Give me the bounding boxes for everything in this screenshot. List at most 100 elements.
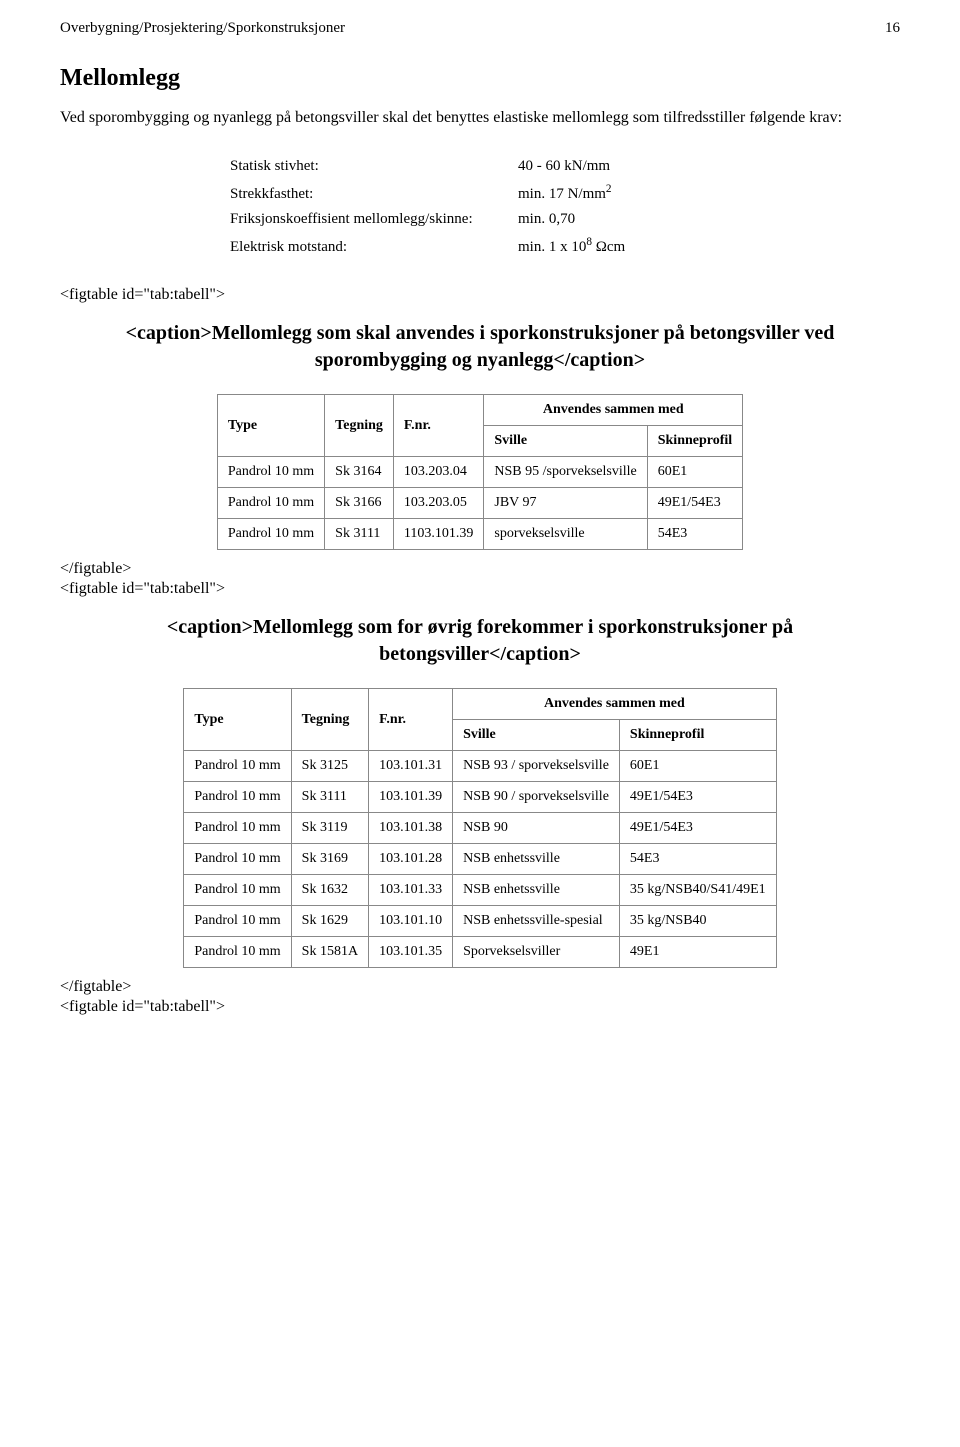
cell-tegning: Sk 3164 xyxy=(325,457,394,488)
table1-th-skinneprofil: Skinneprofil xyxy=(647,426,742,457)
table2-th-type: Type xyxy=(184,689,291,751)
cell-tegning: Sk 1629 xyxy=(291,906,368,937)
spec-row: Strekkfasthet:min. 17 N/mm2 xyxy=(230,179,633,207)
spec-label: Friksjonskoeffisient mellomlegg/skinne: xyxy=(230,207,518,232)
cell-sville: NSB enhetssville xyxy=(453,875,620,906)
cell-tegning: Sk 1581A xyxy=(291,937,368,968)
cell-fnr: 103.101.28 xyxy=(369,844,453,875)
cell-type: Pandrol 10 mm xyxy=(184,844,291,875)
spec-value: min. 1 x 108 Ωcm xyxy=(518,232,633,260)
cell-fnr: 103.101.33 xyxy=(369,875,453,906)
cell-fnr: 1103.101.39 xyxy=(393,519,483,550)
cell-sville: NSB 93 / sporvekselsville xyxy=(453,751,620,782)
table1-th-sville: Sville xyxy=(484,426,647,457)
table-row: Pandrol 10 mmSk 3164103.203.04NSB 95 /sp… xyxy=(217,457,742,488)
cell-tegning: Sk 3111 xyxy=(325,519,394,550)
cell-skinneprofil: 49E1 xyxy=(619,937,776,968)
cell-tegning: Sk 3125 xyxy=(291,751,368,782)
cell-fnr: 103.203.05 xyxy=(393,488,483,519)
table-row: Pandrol 10 mmSk 31111103.101.39sporvekse… xyxy=(217,519,742,550)
cell-skinneprofil: 35 kg/NSB40 xyxy=(619,906,776,937)
table2-th-fnr: F.nr. xyxy=(369,689,453,751)
cell-type: Pandrol 10 mm xyxy=(217,457,324,488)
cell-fnr: 103.101.35 xyxy=(369,937,453,968)
cell-type: Pandrol 10 mm xyxy=(184,751,291,782)
cell-tegning: Sk 3119 xyxy=(291,813,368,844)
table2-th-skinneprofil: Skinneprofil xyxy=(619,720,776,751)
table2-th-sville: Sville xyxy=(453,720,620,751)
cell-fnr: 103.101.10 xyxy=(369,906,453,937)
figtable-open-3: <figtable id="tab:tabell"> xyxy=(60,998,900,1016)
cell-sville: sporvekselsville xyxy=(484,519,647,550)
header-left: Overbygning/Prosjektering/Sporkonstruksj… xyxy=(60,20,345,37)
cell-skinneprofil: 35 kg/NSB40/S41/49E1 xyxy=(619,875,776,906)
table1-th-anvendes: Anvendes sammen med xyxy=(484,395,743,426)
table2: Type Tegning F.nr. Anvendes sammen med S… xyxy=(183,688,776,968)
cell-skinneprofil: 49E1/54E3 xyxy=(647,488,742,519)
spec-row: Elektrisk motstand:min. 1 x 108 Ωcm xyxy=(230,232,633,260)
cell-skinneprofil: 60E1 xyxy=(619,751,776,782)
cell-sville: NSB enhetssville-spesial xyxy=(453,906,620,937)
table1-th-tegning: Tegning xyxy=(325,395,394,457)
table1-th-fnr: F.nr. xyxy=(393,395,483,457)
cell-type: Pandrol 10 mm xyxy=(184,906,291,937)
cell-sville: Sporvekselsviller xyxy=(453,937,620,968)
cell-fnr: 103.203.04 xyxy=(393,457,483,488)
spec-value: min. 17 N/mm2 xyxy=(518,179,633,207)
spec-label: Elektrisk motstand: xyxy=(230,232,518,260)
cell-type: Pandrol 10 mm xyxy=(184,813,291,844)
cell-sville: NSB enhetssville xyxy=(453,844,620,875)
cell-sville: NSB 95 /sporvekselsville xyxy=(484,457,647,488)
cell-fnr: 103.101.31 xyxy=(369,751,453,782)
cell-type: Pandrol 10 mm xyxy=(217,519,324,550)
table-row: Pandrol 10 mmSk 1632103.101.33NSB enhets… xyxy=(184,875,776,906)
cell-type: Pandrol 10 mm xyxy=(184,782,291,813)
table-row: Pandrol 10 mmSk 1581A103.101.35Sporvekse… xyxy=(184,937,776,968)
cell-skinneprofil: 49E1/54E3 xyxy=(619,813,776,844)
table-row: Pandrol 10 mmSk 3169103.101.28NSB enhets… xyxy=(184,844,776,875)
table2-th-anvendes: Anvendes sammen med xyxy=(453,689,777,720)
page: Overbygning/Prosjektering/Sporkonstruksj… xyxy=(0,0,960,1072)
figtable-close-1: </figtable> xyxy=(60,560,900,578)
table2-th-tegning: Tegning xyxy=(291,689,368,751)
table1-th-type: Type xyxy=(217,395,324,457)
page-header: Overbygning/Prosjektering/Sporkonstruksj… xyxy=(60,20,900,37)
cell-fnr: 103.101.38 xyxy=(369,813,453,844)
cell-sville: NSB 90 xyxy=(453,813,620,844)
cell-skinneprofil: 54E3 xyxy=(619,844,776,875)
table-row: Pandrol 10 mmSk 3125103.101.31NSB 93 / s… xyxy=(184,751,776,782)
spec-row: Friksjonskoeffisient mellomlegg/skinne:m… xyxy=(230,207,633,232)
cell-tegning: Sk 1632 xyxy=(291,875,368,906)
figtable-open-2: <figtable id="tab:tabell"> xyxy=(60,580,900,598)
cell-skinneprofil: 54E3 xyxy=(647,519,742,550)
section-intro: Ved sporombygging og nyanlegg på betongs… xyxy=(60,106,900,130)
cell-sville: NSB 90 / sporvekselsville xyxy=(453,782,620,813)
cell-tegning: Sk 3111 xyxy=(291,782,368,813)
cell-fnr: 103.101.39 xyxy=(369,782,453,813)
cell-tegning: Sk 3166 xyxy=(325,488,394,519)
table2-caption: <caption>Mellomlegg som for øvrig foreko… xyxy=(110,614,850,668)
table1-caption: <caption>Mellomlegg som skal anvendes i … xyxy=(110,320,850,374)
table-row: Pandrol 10 mmSk 3111103.101.39NSB 90 / s… xyxy=(184,782,776,813)
cell-skinneprofil: 60E1 xyxy=(647,457,742,488)
table-row: Pandrol 10 mmSk 3166103.203.05JBV 9749E1… xyxy=(217,488,742,519)
spec-row: Statisk stivhet:40 - 60 kN/mm xyxy=(230,154,633,179)
spec-value: min. 0,70 xyxy=(518,207,633,232)
cell-tegning: Sk 3169 xyxy=(291,844,368,875)
table-row: Pandrol 10 mmSk 1629103.101.10NSB enhets… xyxy=(184,906,776,937)
table1: Type Tegning F.nr. Anvendes sammen med S… xyxy=(217,394,743,550)
spec-table: Statisk stivhet:40 - 60 kN/mmStrekkfasth… xyxy=(230,154,633,260)
cell-type: Pandrol 10 mm xyxy=(184,937,291,968)
spec-label: Strekkfasthet: xyxy=(230,179,518,207)
cell-sville: JBV 97 xyxy=(484,488,647,519)
cell-skinneprofil: 49E1/54E3 xyxy=(619,782,776,813)
spec-value: 40 - 60 kN/mm xyxy=(518,154,633,179)
figtable-open-1: <figtable id="tab:tabell"> xyxy=(60,286,900,304)
section-title: Mellomlegg xyxy=(60,65,900,92)
spec-label: Statisk stivhet: xyxy=(230,154,518,179)
figtable-close-2: </figtable> xyxy=(60,978,900,996)
table-row: Pandrol 10 mmSk 3119103.101.38NSB 9049E1… xyxy=(184,813,776,844)
header-page-number: 16 xyxy=(885,20,900,37)
cell-type: Pandrol 10 mm xyxy=(217,488,324,519)
cell-type: Pandrol 10 mm xyxy=(184,875,291,906)
